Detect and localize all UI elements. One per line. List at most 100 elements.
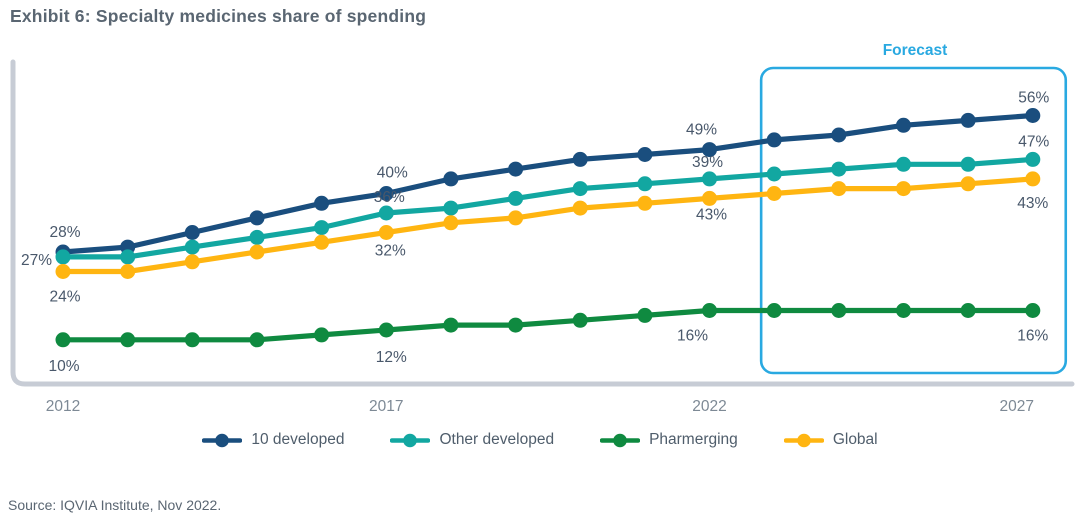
- data-label: 12%: [376, 349, 407, 366]
- series-line-pharmerging: [60, 307, 1036, 343]
- legend-item-10-developed: 10 developed: [202, 431, 344, 449]
- series-point-other-developed-2027: [1025, 151, 1041, 167]
- series-point-pharmerging-2024: [831, 303, 847, 318]
- series-point-global-2020: [572, 200, 588, 216]
- series-point-global-2016: [314, 234, 330, 250]
- series-point-other-developed-2023: [766, 166, 782, 182]
- series-point-10-developed-2023: [766, 132, 782, 148]
- series-point-other-developed-2026: [960, 156, 976, 172]
- data-label: 47%: [1018, 133, 1049, 150]
- data-label: 32%: [375, 243, 406, 260]
- series-point-global-2018: [443, 215, 459, 231]
- series-point-10-developed-2015: [249, 210, 265, 226]
- data-label: 40%: [377, 165, 408, 182]
- data-label: 39%: [692, 154, 723, 171]
- series-point-pharmerging-2022: [702, 303, 717, 318]
- x-tick-label: 2022: [692, 398, 726, 415]
- series-point-pharmerging-2020: [572, 312, 588, 328]
- series-point-other-developed-2015: [249, 229, 265, 245]
- source-note: Source: IQVIA Institute, Nov 2022.: [8, 497, 222, 513]
- series-line-global: [60, 176, 1036, 275]
- series-point-global-2019: [508, 210, 524, 226]
- legend-item-global: Global: [783, 431, 878, 449]
- series-point-10-developed-2022: [702, 142, 717, 158]
- legend-marker-icon: [202, 433, 243, 447]
- x-tick-label: 2017: [369, 398, 403, 415]
- series-point-global-2024: [831, 181, 847, 197]
- series-point-10-developed-2017: [378, 186, 394, 201]
- series-point-global-2012: [55, 264, 71, 279]
- data-label: 49%: [686, 122, 717, 139]
- data-label: 56%: [1018, 90, 1049, 107]
- series-point-10-developed-2019: [508, 161, 524, 177]
- axis-line: [10, 59, 1075, 387]
- series-point-pharmerging-2019: [508, 317, 524, 333]
- series-point-pharmerging-2017: [378, 322, 394, 338]
- series-point-10-developed-2024: [831, 127, 847, 143]
- chart-legend: 10 developed Other developed Pharmerging Gl…: [0, 431, 1080, 449]
- series-point-other-developed-2021: [637, 176, 653, 192]
- series-point-other-developed-2014: [184, 239, 200, 255]
- legend-label: Pharmerging: [649, 431, 738, 448]
- series-point-10-developed-2021: [637, 147, 653, 162]
- forecast-label: Forecast: [882, 42, 948, 59]
- legend-marker-icon: [783, 433, 824, 447]
- series-point-pharmerging-2025: [896, 303, 911, 318]
- data-label: 10%: [48, 358, 79, 375]
- data-label: 16%: [677, 328, 708, 345]
- series-point-other-developed-2017: [378, 205, 394, 221]
- x-tick-label: 2012: [46, 398, 80, 415]
- legend-item-other-developed: Other developed: [390, 431, 554, 449]
- series-point-global-2025: [896, 181, 911, 197]
- legend-label: Global: [832, 431, 878, 448]
- data-label: 27%: [21, 252, 52, 269]
- data-label: 36%: [374, 189, 405, 206]
- series-point-other-developed-2020: [572, 181, 588, 197]
- series-point-other-developed-2024: [831, 161, 847, 177]
- series-point-10-developed-2020: [572, 151, 588, 167]
- series-point-pharmerging-2015: [249, 332, 265, 348]
- series-point-pharmerging-2014: [184, 332, 200, 348]
- series-point-10-developed-2016: [314, 195, 330, 211]
- data-label: 43%: [696, 206, 727, 223]
- series-point-other-developed-2019: [508, 190, 524, 206]
- series-point-pharmerging-2021: [637, 307, 653, 323]
- series-point-global-2013: [120, 264, 136, 279]
- series-point-pharmerging-2018: [443, 317, 459, 333]
- series-point-10-developed-2027: [1025, 108, 1041, 123]
- series-point-global-2014: [184, 254, 200, 270]
- series-point-global-2015: [249, 244, 265, 260]
- x-tick-label: 2027: [1000, 398, 1034, 415]
- series-point-10-developed-2018: [443, 171, 459, 187]
- series-point-pharmerging-2016: [314, 327, 330, 343]
- series-point-other-developed-2016: [314, 220, 330, 236]
- legend-marker-icon: [600, 433, 641, 447]
- series-point-global-2021: [637, 195, 653, 211]
- series-point-global-2022: [702, 190, 717, 206]
- series-point-global-2023: [766, 186, 782, 201]
- series-point-pharmerging-2012: [55, 332, 71, 348]
- series-point-pharmerging-2027: [1025, 303, 1041, 318]
- chart-title: Exhibit 6: Specialty medicines share of …: [10, 6, 427, 26]
- series-point-global-2026: [960, 176, 976, 192]
- data-label: 24%: [49, 289, 80, 306]
- series-point-10-developed-2014: [184, 225, 200, 240]
- chart-canvas: 28% 27% 24% 10% 40% 36% 32% 12% 49% 39% 43% 16% 56% 4…: [10, 59, 1075, 415]
- series-point-other-developed-2012: [55, 249, 71, 265]
- series-point-10-developed-2026: [960, 112, 976, 128]
- legend-label: 10 developed: [251, 431, 345, 448]
- series-line-other-developed: [60, 156, 1036, 260]
- data-label: 43%: [1017, 195, 1048, 212]
- forecast-box: [759, 66, 1068, 375]
- legend-marker-icon: [390, 433, 431, 447]
- legend-item-pharmerging: Pharmerging: [600, 431, 738, 449]
- series-point-global-2027: [1025, 171, 1041, 187]
- data-label: 16%: [1017, 328, 1048, 345]
- series-point-other-developed-2025: [896, 156, 911, 172]
- series-point-other-developed-2013: [120, 249, 136, 265]
- series-point-global-2017: [378, 225, 394, 240]
- series-point-10-developed-2025: [896, 117, 911, 133]
- series-line-10-developed: [60, 112, 1036, 255]
- legend-label: Other developed: [439, 431, 555, 448]
